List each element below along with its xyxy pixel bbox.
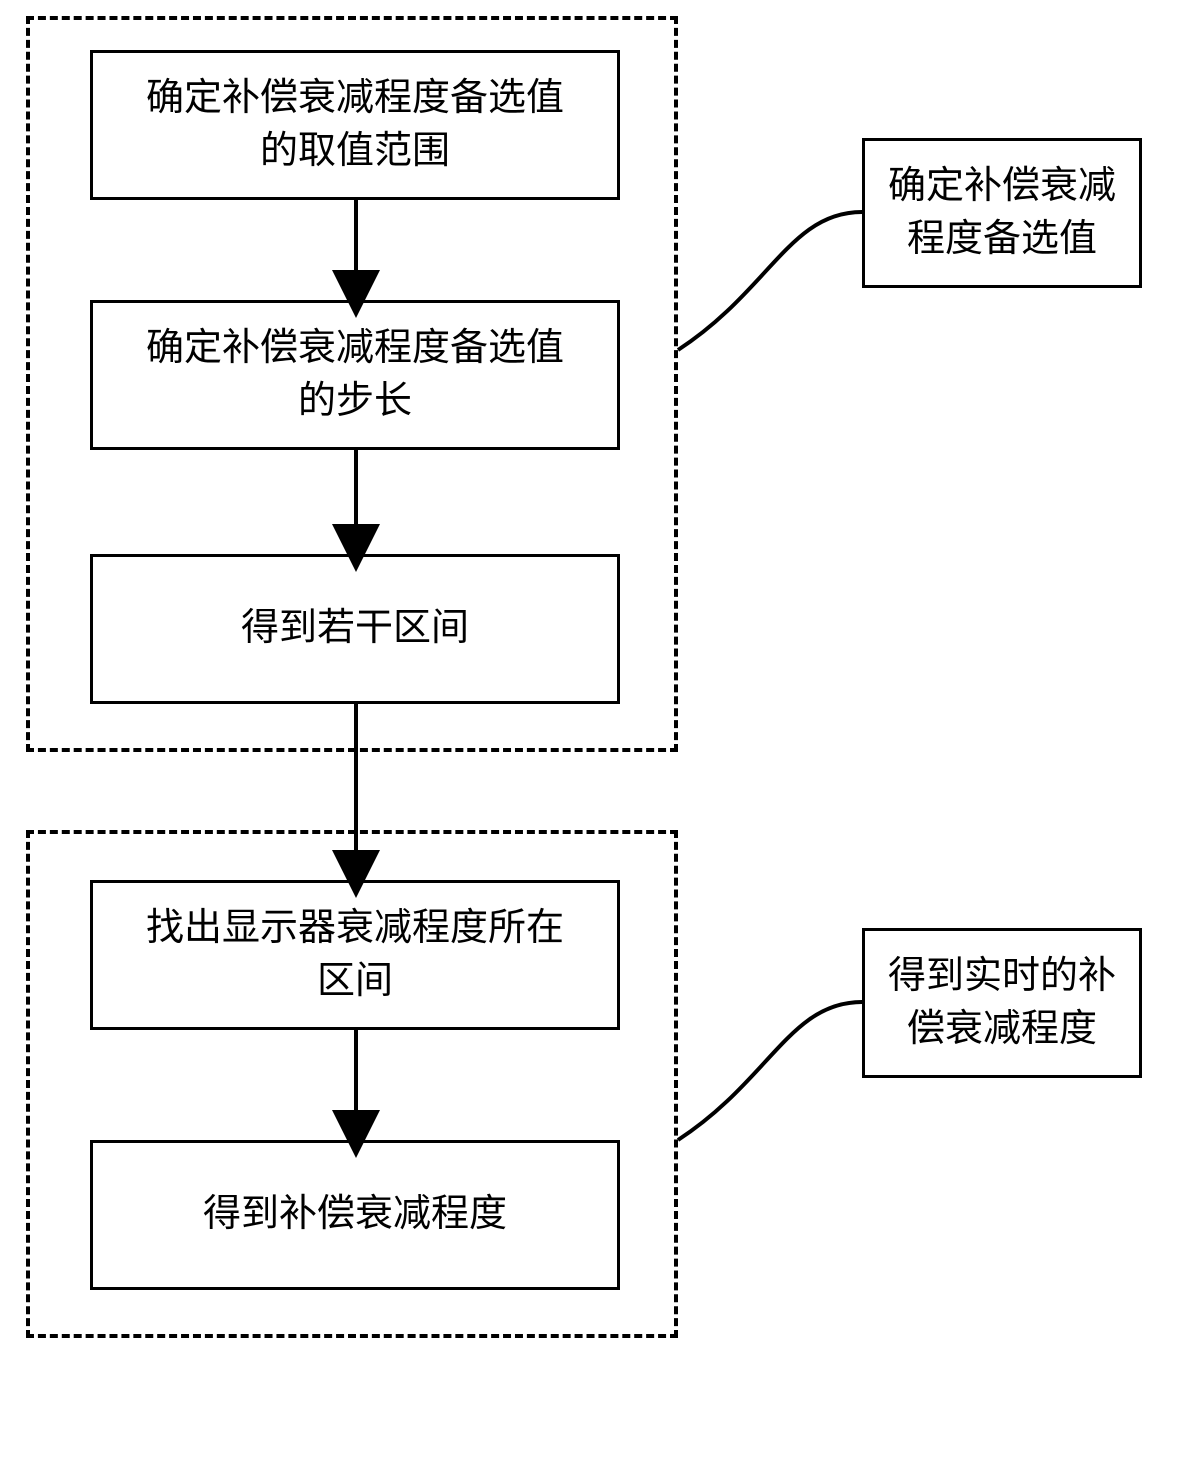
label-bottom-line1: 得到实时的补 (888, 950, 1116, 1003)
step-1-box: 确定补偿衰减程度备选值 的取值范围 (90, 50, 620, 200)
step-3-box: 得到若干区间 (90, 554, 620, 704)
step-4-text-line2: 区间 (146, 955, 564, 1008)
step-2-text-line2: 的步长 (146, 375, 564, 428)
step-2-box: 确定补偿衰减程度备选值 的步长 (90, 300, 620, 450)
step-4-box: 找出显示器衰减程度所在 区间 (90, 880, 620, 1030)
step-1-text-line1: 确定补偿衰减程度备选值 (146, 72, 564, 125)
label-top-line2: 程度备选值 (888, 213, 1116, 266)
step-5-box: 得到补偿衰减程度 (90, 1140, 620, 1290)
label-bottom-line2: 偿衰减程度 (888, 1003, 1116, 1056)
label-bottom-box: 得到实时的补 偿衰减程度 (862, 928, 1142, 1078)
step-4-text-line1: 找出显示器衰减程度所在 (146, 902, 564, 955)
flowchart-canvas: 确定补偿衰减程度备选值 的取值范围 确定补偿衰减程度备选值 的步长 得到若干区间… (0, 0, 1203, 1467)
step-2-text-line1: 确定补偿衰减程度备选值 (146, 322, 564, 375)
callout-bottom (678, 1002, 862, 1140)
step-3-text: 得到若干区间 (241, 602, 469, 655)
step-1-text-line2: 的取值范围 (146, 125, 564, 178)
callout-top (678, 212, 862, 350)
step-5-text: 得到补偿衰减程度 (203, 1188, 507, 1241)
label-top-box: 确定补偿衰减 程度备选值 (862, 138, 1142, 288)
label-top-line1: 确定补偿衰减 (888, 160, 1116, 213)
